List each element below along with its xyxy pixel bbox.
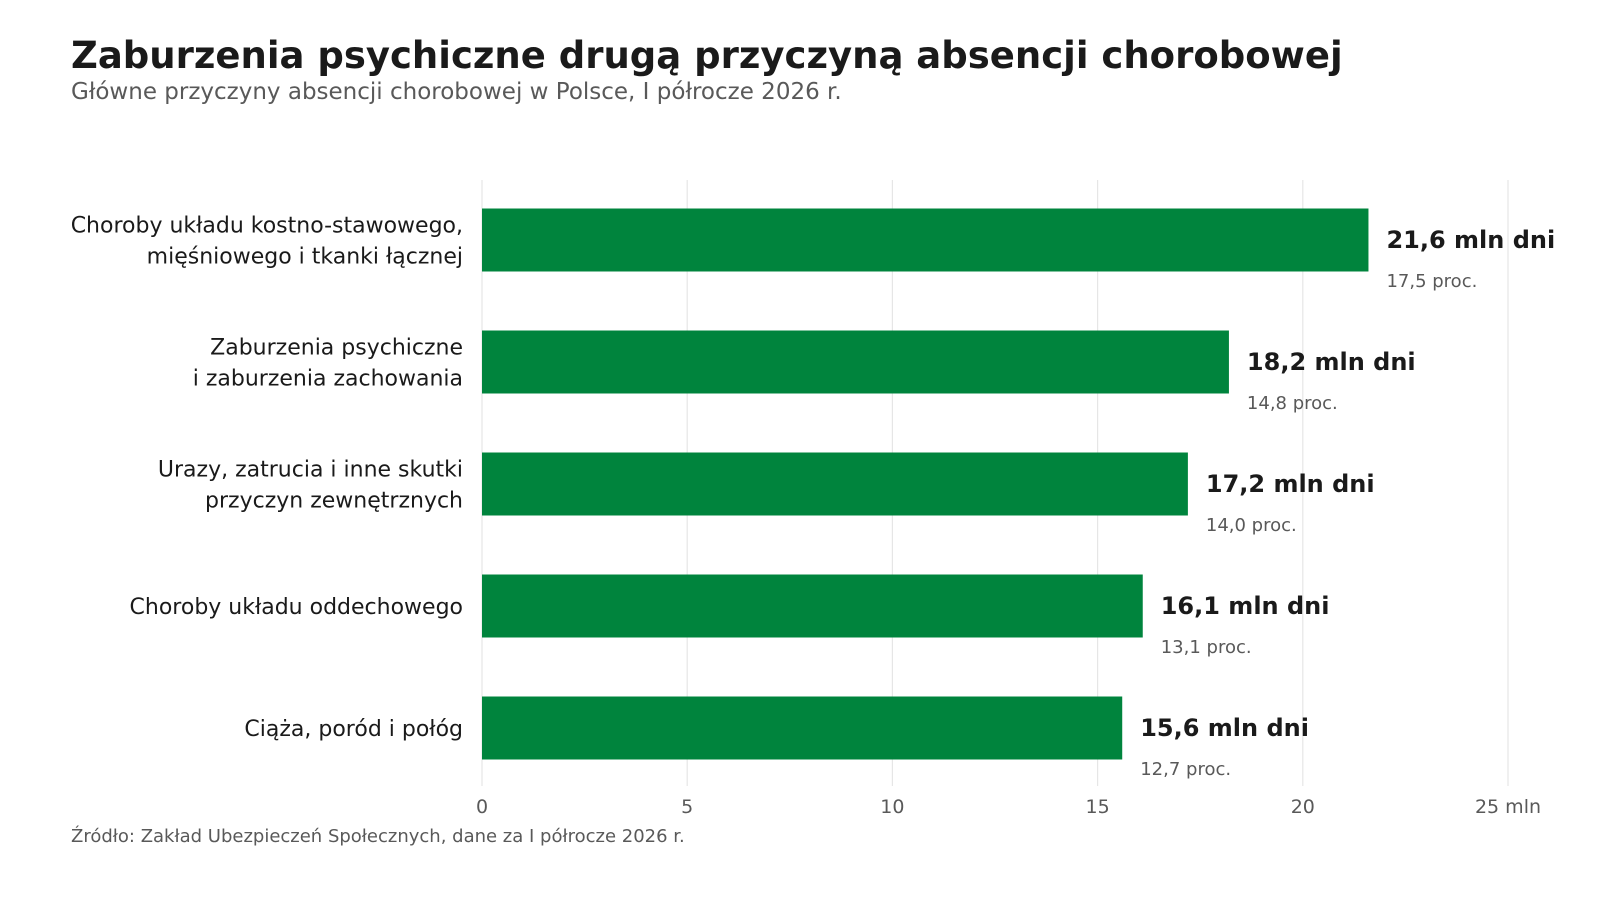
chart-subtitle: Główne przyczyny absencji chorobowej w P… [71,79,842,105]
bar [482,208,1369,272]
x-axis-ticks: 0 5 10 15 20 25 mln [476,796,1541,818]
source-note: Źródło: Zakład Ubezpieczeń Społecznych, … [71,826,685,847]
category-label: Zaburzenia psychiczne [210,336,463,361]
bars [482,208,1369,760]
value-label: 15,6 mln dni [1140,714,1309,742]
category-label: Urazy, zatrucia i inne skutki [158,458,463,483]
value-label: 18,2 mln dni [1247,348,1416,376]
category-label: Choroby układu kostno-stawowego, [71,214,463,239]
value-label: 16,1 mln dni [1161,592,1330,620]
bar [482,330,1229,394]
category-label: Ciąża, poród i połóg [244,717,463,742]
share-label: 14,8 proc. [1247,393,1338,414]
x-tick-label: 10 [880,796,904,818]
bar [482,574,1143,638]
chart-title: Zaburzenia psychiczne drugą przyczyną ab… [71,34,1343,77]
x-tick-label: 25 mln [1475,796,1541,818]
share-label: 14,0 proc. [1206,515,1297,536]
x-tick-label: 5 [681,796,693,818]
share-label: 13,1 proc. [1161,637,1252,658]
category-label: przyczyn zewnętrznych [205,489,463,514]
bar [482,452,1188,516]
x-tick-label: 0 [476,796,488,818]
category-labels: Choroby układu kostno-stawowego, mięśniow… [71,214,463,743]
category-label: i zaburzenia zachowania [193,367,463,392]
category-label: mięśniowego i tkanki łącznej [147,245,463,270]
value-labels: 21,6 mln dni 17,5 proc. 18,2 mln dni 14,8 p… [1140,226,1555,780]
x-tick-label: 20 [1291,796,1315,818]
bar [482,696,1123,760]
value-label: 21,6 mln dni [1386,226,1555,254]
share-label: 17,5 proc. [1386,271,1477,292]
value-label: 17,2 mln dni [1206,470,1375,498]
share-label: 12,7 proc. [1140,759,1231,780]
x-tick-label: 15 [1086,796,1110,818]
category-label: Choroby układu oddechowego [130,595,463,620]
